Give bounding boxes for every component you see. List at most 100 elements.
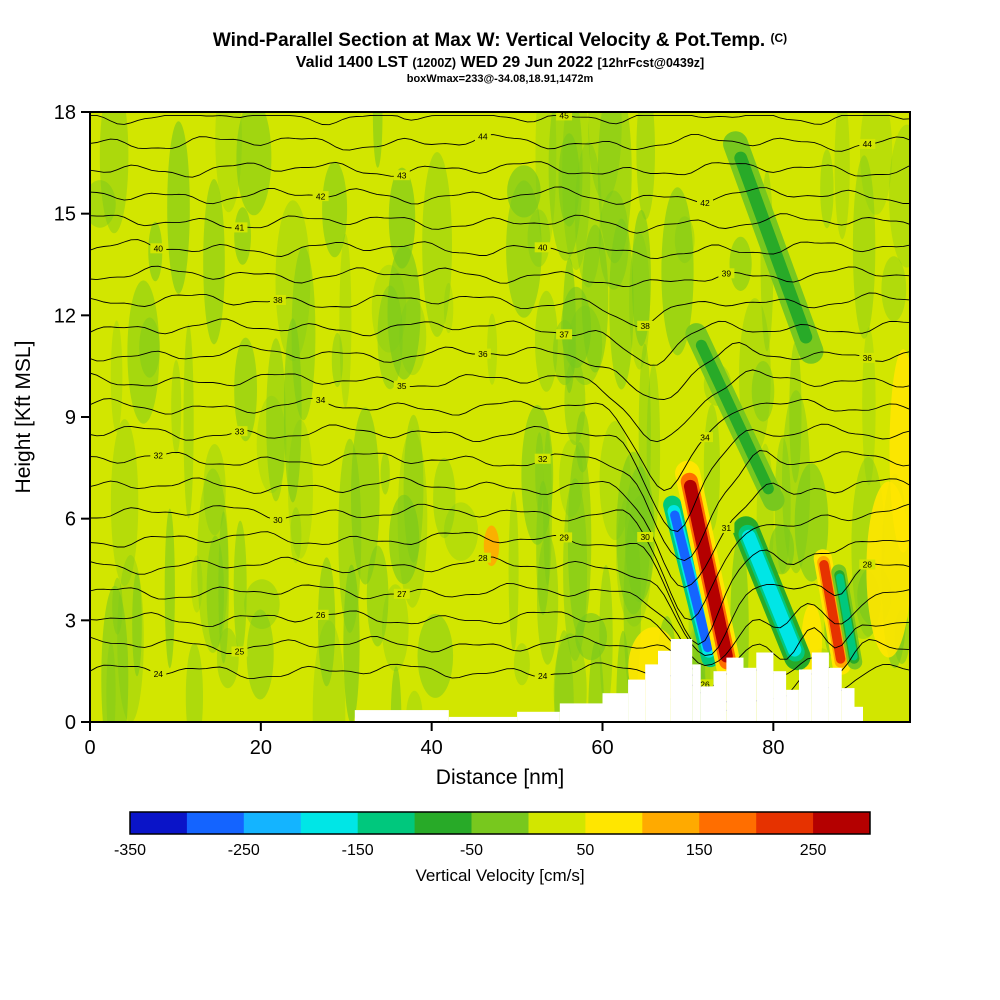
svg-text:38: 38 <box>273 295 283 305</box>
contour-label: 27 <box>393 588 410 599</box>
contour-label: 42 <box>697 197 713 208</box>
svg-text:35: 35 <box>397 381 407 391</box>
y-tick-label: 15 <box>54 204 76 226</box>
svg-text:42: 42 <box>316 191 326 201</box>
valid-time: Valid 1400 LST <box>295 54 408 71</box>
svg-text:36: 36 <box>478 349 488 359</box>
svg-text:40: 40 <box>538 243 548 253</box>
contour-label: 28 <box>859 559 876 570</box>
contour-label: 45 <box>556 111 573 121</box>
y-tick-label: 9 <box>65 407 76 429</box>
contour-label: 30 <box>637 532 654 542</box>
contour-label: 38 <box>269 295 286 305</box>
contour-label: 39 <box>718 268 735 279</box>
contour-label: 38 <box>637 320 654 331</box>
page-title: Wind-Parallel Section at Max W: Vertical… <box>0 30 1000 52</box>
svg-text:38: 38 <box>640 321 650 331</box>
svg-text:24: 24 <box>154 669 164 679</box>
theta-contour-lines <box>90 114 910 714</box>
contour-label: 32 <box>150 450 167 461</box>
contour-label: 41 <box>231 222 248 233</box>
svg-text:32: 32 <box>538 454 548 464</box>
svg-text:42: 42 <box>700 198 710 208</box>
svg-text:29: 29 <box>559 533 569 543</box>
svg-text:44: 44 <box>863 139 873 149</box>
colorbar-tick-label: 250 <box>800 842 827 859</box>
y-axis-label: Height [Kft MSL] <box>12 341 35 494</box>
svg-text:30: 30 <box>273 515 283 525</box>
colorbar-tick-label: -150 <box>342 842 374 859</box>
valid-time-line: Valid 1400 LST (1200Z) WED 29 Jun 2022 [… <box>0 54 1000 72</box>
contour-label: 40 <box>534 242 551 253</box>
svg-text:26: 26 <box>700 680 710 690</box>
contour-label: 44 <box>474 131 491 141</box>
y-tick-label: 18 <box>54 102 76 124</box>
contour-label: 30 <box>269 514 286 525</box>
contour-label: 25 <box>231 646 248 657</box>
contour-label: 26 <box>312 609 329 620</box>
contour-label: 36 <box>859 352 876 363</box>
colorbar-tick-label: -50 <box>460 842 483 859</box>
y-tick-label: 12 <box>54 305 76 327</box>
x-tick-label: 20 <box>250 737 272 759</box>
svg-text:36: 36 <box>863 353 873 363</box>
valid-date: WED 29 Jun 2022 <box>460 54 594 71</box>
x-tick-label: 0 <box>84 737 95 759</box>
x-tick-label: 40 <box>421 737 443 759</box>
y-tick-label: 3 <box>65 610 76 632</box>
svg-text:27: 27 <box>397 589 407 599</box>
header: Wind-Parallel Section at Max W: Vertical… <box>0 30 1000 85</box>
contour-label: 34 <box>697 432 713 442</box>
svg-text:34: 34 <box>316 395 326 405</box>
colorbar-tick-label: -350 <box>114 842 146 859</box>
zulu-time: (1200Z) <box>412 56 457 70</box>
svg-text:40: 40 <box>154 244 164 254</box>
colorbar: -350 -250 -150 -50 50 150 250 Vertical Velocity… <box>114 811 871 885</box>
title-unit: (C) <box>770 31 788 45</box>
contour-label: 37 <box>556 329 573 340</box>
colorbar-tick-label: 150 <box>686 842 713 859</box>
contour-label: 28 <box>474 552 491 563</box>
contour-label: 26 <box>697 679 713 690</box>
svg-text:39: 39 <box>722 269 732 279</box>
svg-text:44: 44 <box>478 131 488 141</box>
contour-label: 33 <box>231 426 248 436</box>
svg-text:30: 30 <box>640 532 650 542</box>
svg-text:25: 25 <box>235 647 245 657</box>
x-axis-label: Distance [nm] <box>436 766 564 789</box>
colorbar-label: Vertical Velocity [cm/s] <box>415 866 584 885</box>
x-tick-label: 80 <box>762 737 784 759</box>
wmax-annotation: boxWmax=233@-34.08,18.91,1472m <box>406 73 594 85</box>
y-tick-label: 6 <box>65 509 76 531</box>
svg-text:41: 41 <box>235 223 245 233</box>
contour-label: 32 <box>534 453 551 464</box>
svg-text:34: 34 <box>700 432 710 442</box>
forecast-tag: [12hrFcst@0439z] <box>597 56 705 70</box>
svg-text:26: 26 <box>316 610 326 620</box>
y-tick-label: 0 <box>65 712 76 734</box>
contour-label: 35 <box>393 380 410 391</box>
svg-text:24: 24 <box>538 671 548 681</box>
contour-label: 40 <box>150 243 167 254</box>
svg-text:31: 31 <box>722 523 732 533</box>
svg-text:45: 45 <box>559 111 569 121</box>
contour-label: 24 <box>150 668 167 679</box>
x-tick-label: 60 <box>591 737 613 759</box>
contour-label: 36 <box>474 348 491 359</box>
terrain-silhouette <box>354 639 863 722</box>
svg-text:37: 37 <box>559 330 569 340</box>
svg-text:43: 43 <box>397 170 407 180</box>
svg-text:32: 32 <box>154 451 164 461</box>
svg-text:33: 33 <box>235 426 245 436</box>
colorbar-tick-label: 50 <box>577 842 595 859</box>
title-text: Wind-Parallel Section at Max W: Vertical… <box>212 30 766 51</box>
contour-label: 34 <box>312 395 329 405</box>
contour-label: 44 <box>859 138 876 149</box>
colorbar-tick-label: -250 <box>228 842 260 859</box>
svg-text:28: 28 <box>863 560 873 570</box>
contour-label: 43 <box>393 170 410 180</box>
contour-label: 42 <box>312 191 329 201</box>
